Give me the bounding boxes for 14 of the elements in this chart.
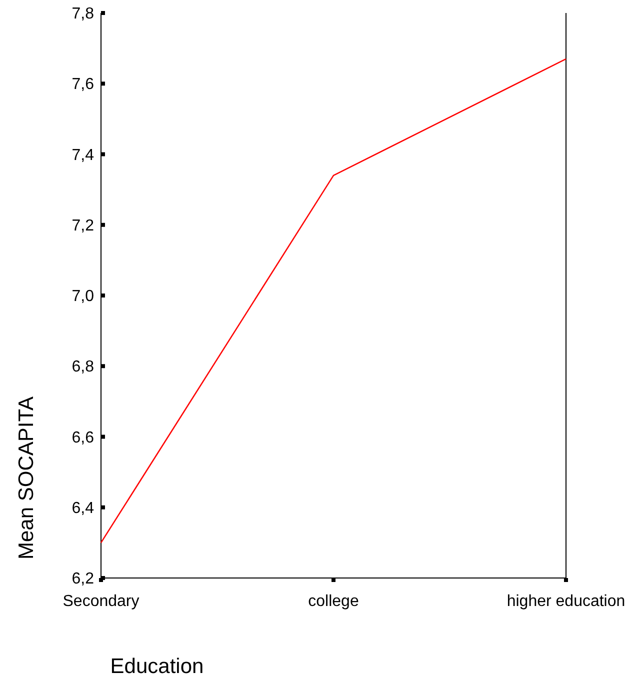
- y-axis-title: Mean SOCAPITA: [15, 396, 38, 560]
- y-tick-label: 6,2: [72, 570, 94, 588]
- y-tick-label: 7,4: [72, 146, 94, 164]
- y-tick-label: 7,6: [72, 76, 94, 94]
- y-tick-label: 7,8: [72, 6, 94, 23]
- x-axis-title: Education: [110, 655, 204, 678]
- x-tick-label: Secondary: [62, 593, 140, 610]
- x-tick-label: higher education: [506, 593, 626, 610]
- x-tick-label: college: [308, 593, 359, 610]
- y-tick-label: 6,8: [72, 358, 94, 376]
- y-tick-label: 6,4: [72, 500, 94, 517]
- y-tick-label: 7,0: [72, 288, 94, 306]
- y-tick-label: 7,2: [72, 217, 94, 234]
- y-tick-label: 6,6: [72, 429, 94, 446]
